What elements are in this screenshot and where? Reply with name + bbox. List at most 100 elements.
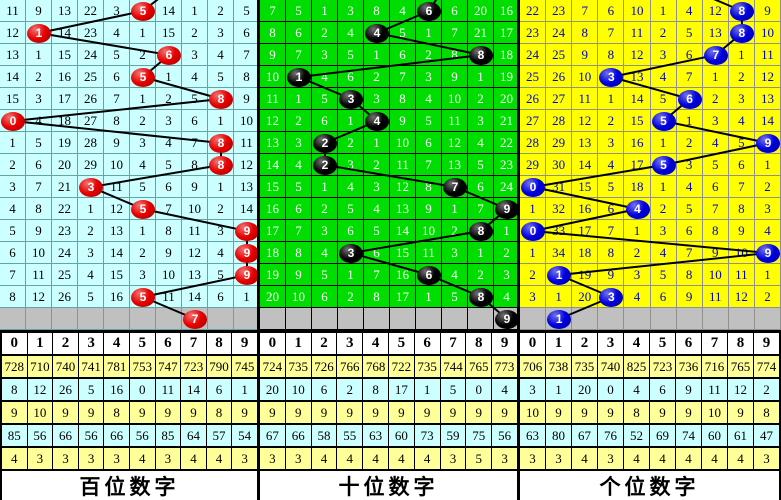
drawn-digit-ball: 0 [521, 221, 545, 241]
trend-cell: 10 [182, 198, 208, 220]
trend-cell: 1 [754, 154, 781, 176]
trend-cell: 2 [416, 44, 442, 66]
trend-cell: 2 [130, 110, 156, 132]
drawn-digit-ball: 0 [1, 111, 25, 131]
trend-cell: 5 [338, 44, 364, 66]
trend-cell: 13 [442, 154, 468, 176]
trend-cell: 12 [0, 22, 26, 44]
trend-cell: 13 [572, 132, 599, 154]
trend-cell: 32 [546, 198, 573, 220]
digit-header-cell: 5 [650, 333, 675, 354]
trend-cell: 12 [390, 176, 416, 198]
stats-cell: 4 [337, 448, 363, 469]
gray-spacer-cell [0, 308, 26, 330]
digit-header-cell: 2 [53, 333, 78, 354]
stats-cell: 9 [572, 402, 597, 423]
trend-cell: 17 [572, 220, 599, 242]
drawn-digit-ball: 8 [469, 287, 493, 307]
trend-cell: 14 [260, 154, 286, 176]
stats-cell: 0 [129, 379, 155, 400]
trend-cell: 9 [416, 198, 442, 220]
trend-cell: 4 [676, 176, 703, 198]
trend-cell: 2 [286, 110, 312, 132]
trend-cell: 6 [676, 44, 703, 66]
trend-cell: 1 [598, 88, 625, 110]
trend-cell: 9 [26, 0, 52, 22]
trend-cell: 3 [0, 176, 26, 198]
stats-cell: 12 [27, 379, 53, 400]
trend-cell: 16 [104, 286, 130, 308]
stats-cell: 3 [754, 448, 779, 469]
trend-cell: 15 [390, 242, 416, 264]
stats-cell: 73 [414, 425, 440, 446]
stats-cell: 781 [104, 356, 129, 377]
drawn-digit-ball: 9 [495, 199, 519, 219]
stats-cell: 6 [206, 379, 232, 400]
stats-cell: 63 [520, 425, 545, 446]
digit-header-cell: 0 [520, 333, 545, 354]
trend-cell: 11 [754, 44, 781, 66]
trend-cell: 6 [728, 154, 755, 176]
stats-section: 0 1 2 3 4 5 6 7 8 9 728 710 740 741 781 753 747 723 790 745… [0, 330, 781, 500]
stats-cell: 4 [363, 448, 388, 469]
trend-cell: 14 [0, 66, 26, 88]
trend-cell: 22 [78, 0, 104, 22]
trend-cell: 17 [390, 286, 416, 308]
trend-cell: 12 [26, 286, 52, 308]
stats-cell: 9 [676, 379, 701, 400]
drawn-digit-ball: 5 [131, 67, 155, 87]
trend-cell: 17 [624, 154, 651, 176]
trend-cell: 15 [572, 176, 599, 198]
stats-cell: 74 [676, 425, 701, 446]
trend-cell: 26 [520, 88, 547, 110]
trend-cell: 5 [130, 176, 156, 198]
digit-header-cell: 8 [206, 333, 232, 354]
trend-cell: 6 [0, 242, 26, 264]
trend-cell: 5 [390, 22, 416, 44]
trend-cell: 22 [52, 198, 78, 220]
trend-cell: 27 [546, 88, 573, 110]
stats-cell: 4 [181, 448, 206, 469]
trend-cell: 4 [78, 264, 104, 286]
digit-header-cell: 1 [285, 333, 311, 354]
trend-cell: 6 [286, 198, 312, 220]
drawn-digit-ball: 5 [131, 287, 155, 307]
stats-cell: 773 [492, 356, 517, 377]
stats-cell: 744 [440, 356, 466, 377]
stats-cell: 726 [311, 356, 337, 377]
stats-cell: 4 [129, 448, 155, 469]
trend-cell: 14 [104, 242, 130, 264]
stats-cell: 747 [155, 356, 181, 377]
drawn-digit-ball: 6 [157, 45, 181, 65]
trend-cell: 16 [260, 198, 286, 220]
gray-spacer-cell [26, 308, 52, 330]
stats-row: 67 66 58 55 63 60 73 59 75 56 [260, 425, 517, 446]
trend-cell: 4 [208, 242, 234, 264]
trend-cell: 7 [598, 220, 625, 242]
gray-spacer-cell [442, 308, 468, 330]
trend-cell: 3 [208, 22, 234, 44]
stats-cell: 9 [466, 402, 492, 423]
stats-cell: 3 [520, 448, 545, 469]
stats-cell: 11 [702, 379, 727, 400]
trend-cell: 9 [728, 220, 755, 242]
trend-cell: 5 [156, 154, 182, 176]
stats-cell: 8 [206, 402, 232, 423]
gray-spacer-cell [728, 308, 755, 330]
stats-cell: 735 [285, 356, 311, 377]
trend-cell: 10 [286, 286, 312, 308]
trend-cell: 5 [468, 154, 494, 176]
trend-cell: 4 [676, 0, 703, 22]
trend-cell: 1 [312, 176, 338, 198]
trend-cell: 3 [312, 220, 338, 242]
trend-cell: 6 [312, 286, 338, 308]
trend-cell: 7 [572, 0, 599, 22]
trend-cell: 2 [676, 132, 703, 154]
trend-cell: 27 [520, 110, 547, 132]
drawn-digit-ball: 5 [131, 199, 155, 219]
trend-cell: 14 [754, 110, 781, 132]
